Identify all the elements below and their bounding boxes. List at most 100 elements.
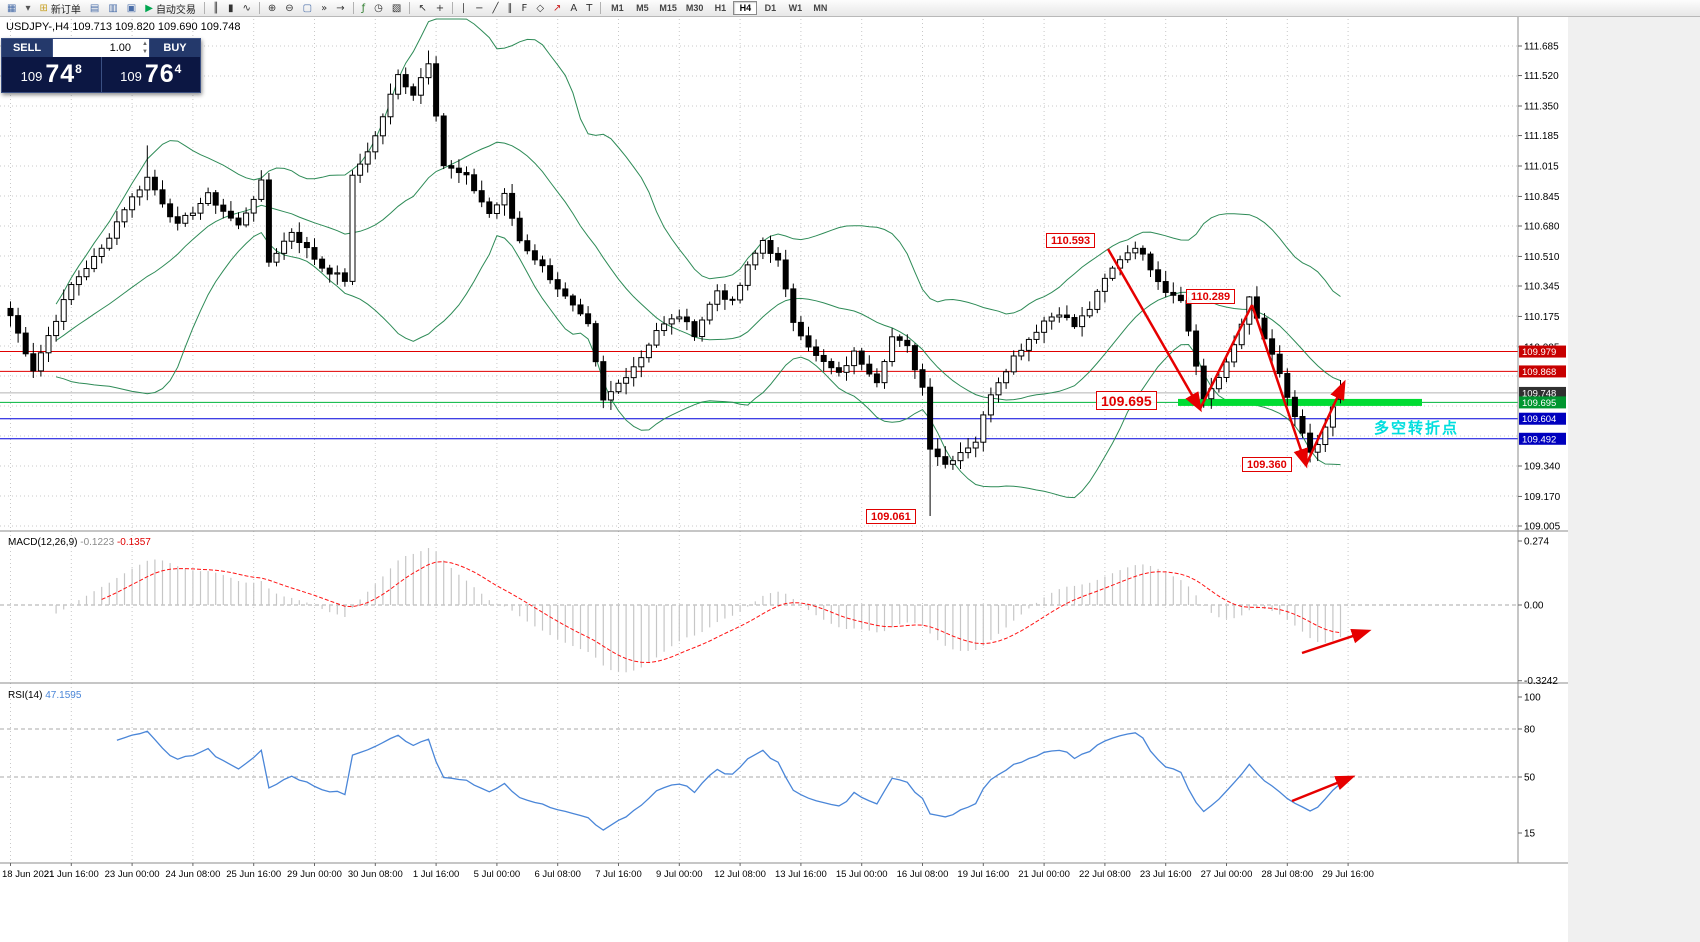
rsi-pane: 100 80 50 15: [0, 693, 1541, 840]
auto-scroll-button-icon: »: [321, 2, 328, 14]
bollinger-upper: [55, 18, 1341, 315]
price-callout-110593[interactable]: 110.593: [1046, 233, 1096, 248]
price-callout-110289[interactable]: 110.289: [1186, 289, 1236, 304]
new-chart-button-icon: ▦: [7, 2, 17, 14]
navigator-button[interactable]: ▥: [104, 1, 121, 16]
trendline-button[interactable]: ╱: [489, 1, 503, 16]
templates-button[interactable]: ▧: [388, 1, 405, 16]
svg-text:109.604: 109.604: [1522, 414, 1556, 425]
timeframe-m5-button[interactable]: M5: [630, 1, 654, 15]
lot-spin-down-icon[interactable]: ▼: [142, 49, 148, 55]
sell-price-prefix: 109: [20, 69, 43, 84]
autotrading-button[interactable]: ▶ 自动交易: [141, 1, 200, 16]
svg-text:109.170: 109.170: [1524, 492, 1561, 503]
vertical-line-button[interactable]: ∣: [457, 1, 470, 16]
crosshair-button[interactable]: +: [432, 1, 448, 16]
templates-button-icon: ▧: [391, 2, 402, 14]
price-callout-109695[interactable]: 109.695: [1096, 391, 1157, 410]
support-band[interactable]: [1178, 398, 1422, 406]
rsi-indicator-label: RSI(14) 47.1595: [8, 690, 81, 701]
trendline-button-icon: ╱: [492, 2, 499, 14]
sell-price[interactable]: 109 74 8: [2, 57, 102, 92]
channel-button[interactable]: ∥: [504, 1, 517, 16]
zoom-out-button[interactable]: ⊖: [281, 1, 297, 16]
terminal-button-icon: ▣: [126, 2, 137, 14]
sell-price-big: 74: [45, 60, 76, 88]
macd-signal-line: [101, 561, 1341, 664]
rsi-line: [116, 730, 1341, 831]
zoom-in-button-icon: ⊕: [267, 2, 277, 14]
new-chart-button[interactable]: ▦: [3, 1, 20, 16]
horizontal-line-button[interactable]: −: [471, 1, 487, 16]
chart-shift-button[interactable]: →: [332, 1, 348, 16]
svg-text:23 Jun 00:00: 23 Jun 00:00: [105, 869, 160, 880]
svg-text:110.510: 110.510: [1524, 252, 1560, 263]
price-chart-svg[interactable]: 111.685 111.520 111.350 111.185 111.015 110.8…: [0, 17, 1568, 942]
bar-chart-button-icon: ║: [212, 2, 219, 14]
svg-text:21 Jun 16:00: 21 Jun 16:00: [44, 869, 99, 880]
timeframe-m1-button[interactable]: M1: [605, 1, 629, 15]
fibonacci-button[interactable]: F: [518, 1, 532, 16]
svg-text:50: 50: [1524, 773, 1536, 784]
timeframe-h1-button[interactable]: H1: [708, 1, 732, 15]
svg-text:21 Jul 00:00: 21 Jul 00:00: [1018, 869, 1070, 880]
new-order-button[interactable]: ⊞ 新订单: [35, 1, 84, 16]
buy-button[interactable]: BUY: [150, 39, 200, 57]
toolbar-separator: [258, 2, 260, 14]
chart-shift-button-icon: →: [336, 2, 345, 14]
tile-windows-button[interactable]: ▢: [299, 1, 316, 16]
toolbar-separator: [409, 2, 411, 14]
svg-text:109.695: 109.695: [1522, 398, 1556, 409]
shapes-button[interactable]: ◇: [532, 1, 548, 16]
indicators-button[interactable]: ƒ: [358, 1, 370, 16]
svg-text:18 Jun 2021: 18 Jun 2021: [2, 869, 54, 880]
text-label-button[interactable]: T: [582, 1, 596, 16]
svg-text:109.340: 109.340: [1524, 462, 1561, 473]
price-callout-109360[interactable]: 109.360: [1242, 457, 1292, 472]
zoom-in-button[interactable]: ⊕: [264, 1, 280, 16]
macd-pane: 0.274 0.00 -0.3242: [0, 537, 1558, 687]
timeframe-m15-button[interactable]: M15: [655, 1, 681, 15]
timeframe-mn-button[interactable]: MN: [808, 1, 832, 15]
lot-spin-up-icon[interactable]: ▲: [142, 41, 148, 47]
toolbar-separator: [600, 2, 602, 14]
timeframe-h4-button[interactable]: H4: [733, 1, 758, 15]
chart-area[interactable]: 111.685 111.520 111.350 111.185 111.015 110.8…: [0, 17, 1568, 942]
svg-text:109.005: 109.005: [1524, 522, 1561, 533]
pane-frames: [0, 17, 1568, 864]
terminal-button[interactable]: ▣: [123, 1, 140, 16]
arrows-button[interactable]: ↗: [549, 1, 565, 16]
timeframe-m30-button[interactable]: M30: [682, 1, 708, 15]
shapes-button-icon: ◇: [536, 2, 545, 14]
svg-text:110.680: 110.680: [1524, 222, 1560, 233]
line-chart-button[interactable]: ∿: [238, 1, 254, 16]
cursor-button-icon: ↖: [418, 2, 427, 14]
cursor-button[interactable]: ↖: [414, 1, 430, 16]
sell-button[interactable]: SELL: [2, 39, 52, 57]
svg-text:25 Jun 16:00: 25 Jun 16:00: [226, 869, 281, 880]
lot-spinner[interactable]: ▲ ▼: [142, 40, 148, 56]
text-button[interactable]: A: [566, 1, 581, 16]
text-button-icon: A: [570, 2, 578, 14]
market-watch-button[interactable]: ▤: [86, 1, 103, 16]
price-axis: 111.685 111.520 111.350 111.185 111.015 110.8…: [1518, 42, 1566, 533]
profiles-button[interactable]: ▾: [21, 1, 34, 16]
timeframe-w1-button[interactable]: W1: [783, 1, 807, 15]
macd-value-main: -0.1223: [80, 537, 115, 548]
periods-button[interactable]: ◷: [370, 1, 387, 16]
auto-scroll-button[interactable]: »: [317, 1, 331, 16]
candlestick-chart-button[interactable]: ▮: [224, 1, 238, 16]
svg-text:109.748: 109.748: [1522, 388, 1556, 399]
price-callout-109061[interactable]: 109.061: [866, 509, 916, 524]
buy-price[interactable]: 109 76 4: [102, 57, 201, 92]
bar-chart-button[interactable]: ║: [209, 1, 223, 16]
lot-size-field[interactable]: 1.00 ▲ ▼: [52, 39, 150, 57]
bollinger-middle: [55, 141, 1341, 401]
svg-text:109.868: 109.868: [1522, 367, 1556, 378]
timeframe-d1-button[interactable]: D1: [758, 1, 782, 15]
macd-name: MACD(12,26,9): [8, 537, 78, 548]
lot-value[interactable]: 1.00: [109, 42, 131, 54]
annotation-arrows[interactable]: [1106, 248, 1372, 803]
text-label-button-icon: T: [586, 2, 593, 14]
tile-windows-button-icon: ▢: [302, 2, 313, 14]
